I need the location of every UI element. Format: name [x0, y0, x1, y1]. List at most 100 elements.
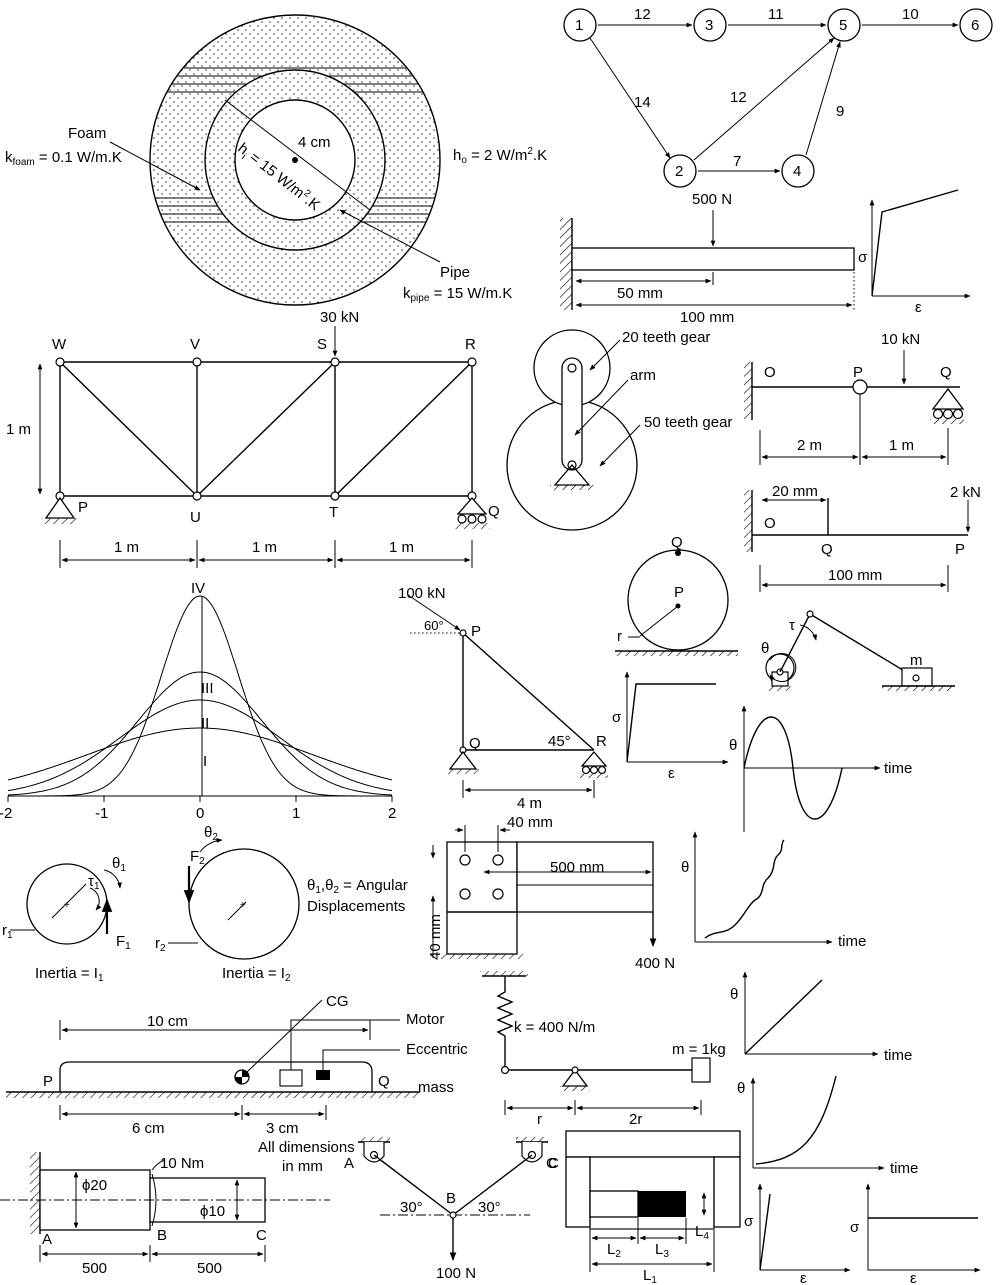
plate-d3: 3 cm [266, 1120, 299, 1137]
pqr-R: R [596, 733, 607, 750]
stepped-shaft-figure: 10 Nm ϕ20 ϕ10 A B C 500 500 All dimensio… [0, 1139, 355, 1277]
edge-label-2-4: 7 [733, 153, 741, 170]
rotor1-inertia: Inertia = I1 [35, 965, 104, 984]
theta-exp-graph: θ time [737, 1075, 918, 1177]
pqr-len: 4 m [517, 795, 542, 812]
rotor1-theta: θ1 [112, 855, 126, 874]
vframe-C: C [548, 1155, 559, 1172]
rotors-note-2: Displacements [307, 898, 405, 915]
bell-curve-1 [7, 727, 393, 781]
blocks-C: C [546, 1155, 557, 1172]
graph-node-6 [959, 8, 993, 42]
gear-50-label: 50 teeth gear [644, 414, 732, 431]
v-frame-figure: A C B 30° 30° 100 N [344, 1137, 559, 1282]
plate-cg: CG [326, 993, 349, 1010]
linear-time: time [884, 1047, 912, 1064]
rotor2-theta: θ2 [204, 824, 218, 843]
blocks-L1: L1 [643, 1267, 657, 1285]
edge-2-5 [693, 37, 835, 161]
exp-theta: θ [737, 1080, 745, 1097]
wavy-time: time [838, 933, 866, 950]
beam-oqp-Q: Q [821, 541, 833, 558]
network-graph: 12 11 10 14 12 7 9 1 2 3 4 5 6 [563, 6, 993, 188]
beam-oqp-P: P [955, 541, 965, 558]
rotor1-F: F1 [116, 933, 131, 952]
truss-load: 30 kN [320, 309, 359, 326]
beam-opq-load: 10 kN [881, 331, 920, 348]
lever-2r: 2r [629, 1111, 642, 1128]
graph-node-3 [693, 8, 727, 42]
plate-P: P [43, 1073, 53, 1090]
shaft-note-1: All dimensions [258, 1139, 355, 1156]
node-label-4: 4 [793, 163, 801, 180]
pipe-label: Pipe [440, 264, 470, 281]
cantilever-d1: 50 mm [617, 285, 663, 302]
gear-20-label: 20 teeth gear [622, 329, 710, 346]
shaft-B: B [157, 1227, 167, 1244]
disc-Q: Q [671, 534, 683, 551]
vframe-load: 100 N [436, 1265, 476, 1282]
rolling-disc-figure: Q P r [615, 534, 738, 656]
gear-arm [561, 357, 583, 471]
linear-theta: θ [730, 986, 738, 1003]
foam-label: Foam [68, 125, 106, 142]
plate-len: 10 cm [147, 1013, 188, 1030]
wall-hatch [560, 218, 572, 310]
svg-text:+: + [240, 900, 246, 911]
gear-train-figure: 20 teeth gear arm 50 teeth gear [506, 329, 732, 531]
ss-curve [871, 189, 959, 297]
blocks-L3: L3 [655, 1241, 669, 1260]
edge-label-1-2: 14 [634, 94, 651, 111]
truss-node-Q: Q [488, 503, 500, 520]
truss-node-V: V [190, 336, 200, 353]
graph-node-1 [563, 8, 597, 42]
beam-oqp-load: 2 kN [950, 484, 981, 501]
edge-label-1-3: 12 [634, 6, 651, 23]
node-label-2: 2 [675, 163, 683, 180]
rotor1-tau: τ1 [88, 873, 100, 892]
truss-span-3: 1 m [389, 539, 414, 556]
truss-node-S: S [317, 336, 327, 353]
graph-node-4 [781, 154, 815, 188]
edge-label-5-6: 10 [902, 6, 919, 23]
sine-theta: θ [729, 737, 737, 754]
node-label-5: 5 [839, 17, 847, 34]
curve-tick-label: -1 [95, 805, 108, 822]
plate-motor-figure: 10 cm P Q CG Motor Eccentric mass 6 cm 3… [6, 993, 468, 1137]
bracket-d500: 500 mm [550, 859, 604, 876]
bracket-d40b: 40 mm [427, 914, 444, 960]
shaft-torque: 10 Nm [160, 1155, 204, 1172]
shaft-d20: ϕ20 [82, 1177, 107, 1194]
edge-label-4-5: 9 [836, 103, 844, 120]
bracket-load: 400 N [635, 955, 675, 972]
blocks-L2: L2 [607, 1241, 621, 1260]
curve-tick-label: 0 [196, 805, 204, 822]
ss2-eps: ε [668, 765, 675, 782]
beam-opq-Q: Q [940, 364, 952, 381]
stress-strain-graph-4: σ ε [850, 1183, 981, 1285]
truss-node-U: U [190, 509, 201, 526]
spring [496, 976, 514, 1068]
node-label-6: 6 [971, 17, 979, 34]
truss-height: 1 m [6, 421, 31, 438]
beam-opq-O: O [764, 364, 776, 381]
cantilever-d2: 100 mm [680, 309, 734, 326]
beam-oqp-d1: 20 mm [772, 483, 818, 500]
pipe-center [292, 157, 298, 163]
disc-r: r [617, 628, 622, 645]
truss-node-W: W [52, 336, 67, 353]
plate-d6: 6 cm [132, 1120, 165, 1137]
bracket-d40a: 40 mm [507, 814, 553, 831]
curve-label-II: II [201, 715, 209, 732]
blocks-figure: C L2 L3 L4 L1 [546, 1130, 741, 1285]
pqr-Q: Q [469, 735, 481, 752]
bolted-bracket-figure: 400 N 40 mm 500 mm 40 mm [427, 814, 675, 972]
beam-opq-P: P [853, 364, 863, 381]
exp-time: time [890, 1160, 918, 1177]
cantilever-load: 500 N [692, 191, 732, 208]
curve-label-III: III [201, 680, 214, 697]
rotor1-r: r1 [2, 922, 13, 941]
truss-node-T: T [329, 504, 338, 521]
